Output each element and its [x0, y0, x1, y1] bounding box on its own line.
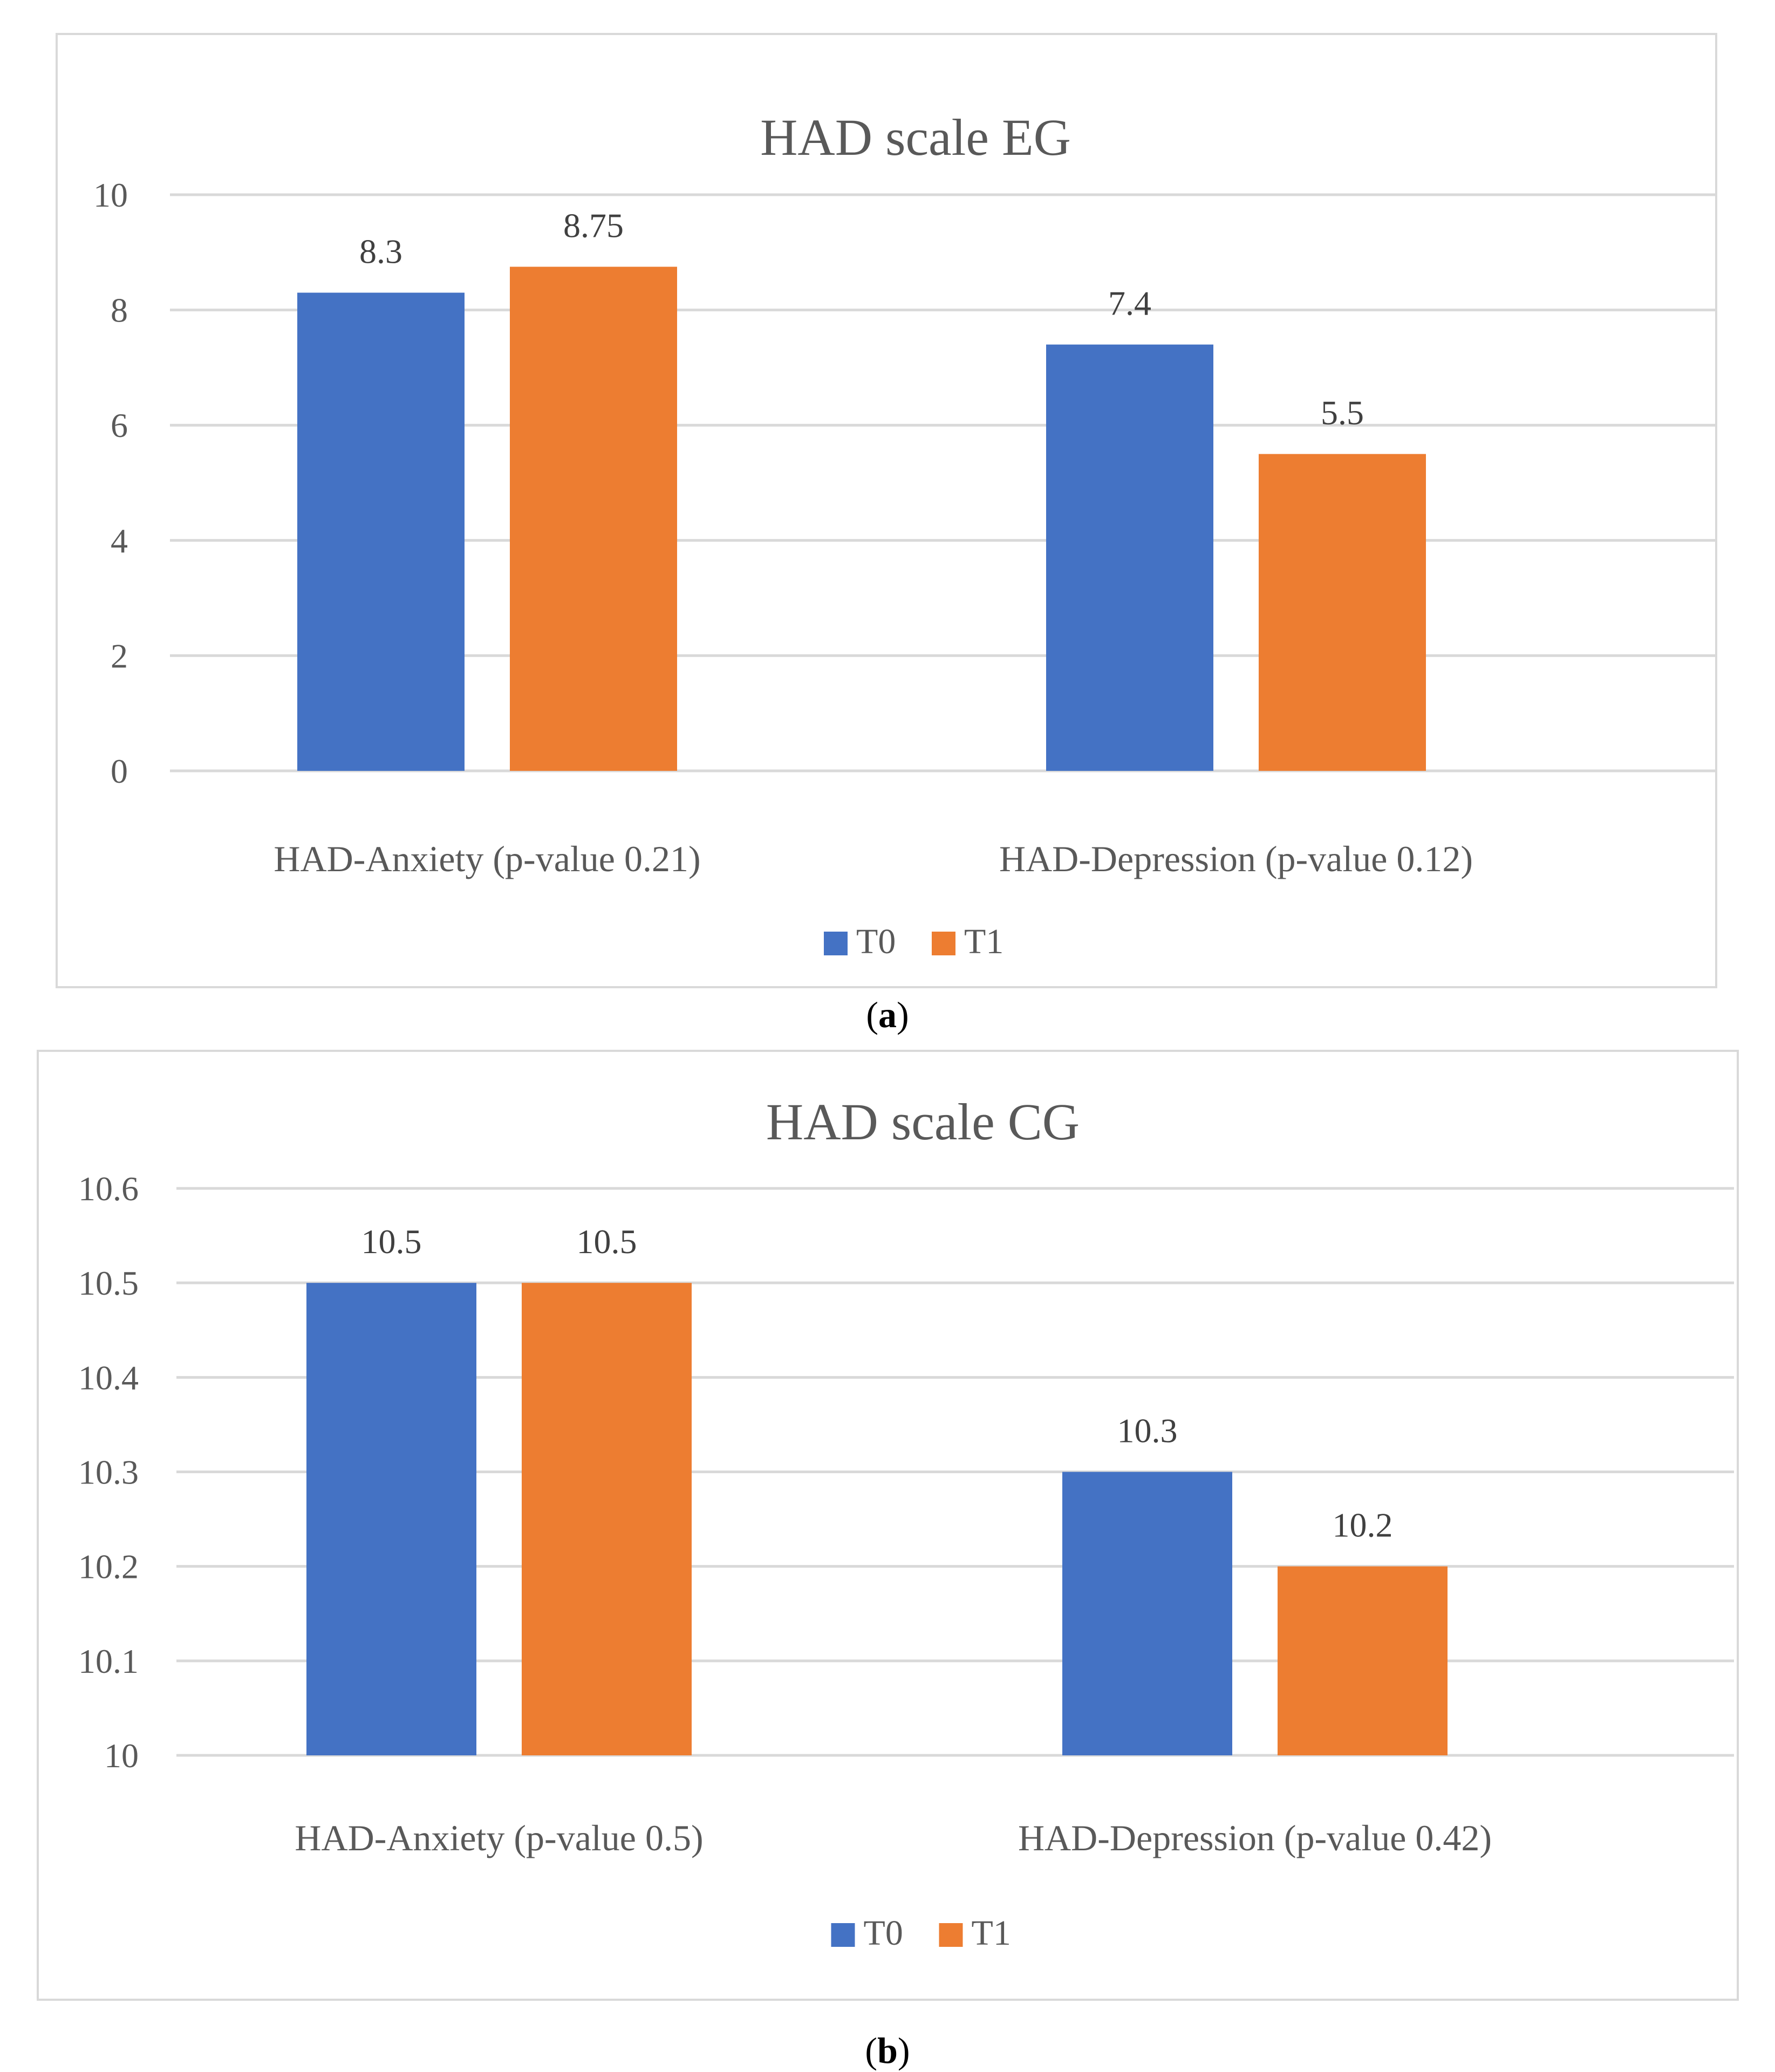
eg-y-tick-label: 8 — [111, 291, 128, 330]
cg-legend-label-t1: T1 — [972, 1913, 1011, 1953]
eg-bar-t1 — [1259, 454, 1426, 771]
cg-bar-t0 — [306, 1283, 476, 1755]
cg-data-label: 10.5 — [577, 1222, 637, 1261]
cg-legend-swatch-t0 — [831, 1923, 855, 1947]
eg-legend-label-t0: T0 — [856, 922, 896, 961]
cg-y-tick-label: 10.5 — [78, 1264, 139, 1302]
chart-cg: HAD scale CG 10 10.1 10.2 10.3 10.4 10.5 10.6 10… — [78, 1093, 1734, 1953]
eg-y-tick-label: 2 — [111, 637, 128, 675]
cg-legend-swatch-t1 — [939, 1923, 963, 1947]
eg-data-label: 5.5 — [1321, 394, 1364, 432]
eg-data-label: 8.75 — [563, 207, 624, 245]
caption-a-close: ) — [897, 994, 909, 1035]
caption-a: (a) — [0, 994, 1775, 1036]
chart-eg: HAD scale EG 0 2 4 6 8 10 8.3 8.75 HAD-Anxiety (p… — [93, 108, 1715, 961]
eg-bar-t0 — [297, 292, 465, 771]
eg-data-label: 8.3 — [359, 232, 402, 271]
eg-y-tick-label: 4 — [111, 522, 128, 560]
cg-bar-t1 — [1278, 1566, 1448, 1755]
cg-y-tick-label: 10 — [104, 1736, 139, 1775]
cg-y-tick-label: 10.2 — [78, 1548, 139, 1586]
cg-y-tick-label: 10.1 — [78, 1642, 139, 1680]
caption-b: (b) — [0, 2029, 1775, 2072]
caption-b-close: ) — [897, 2030, 910, 2071]
eg-chart-title: HAD scale EG — [760, 108, 1071, 166]
eg-bar-t0 — [1046, 344, 1213, 771]
caption-a-open: ( — [866, 994, 878, 1035]
eg-bar-t1 — [510, 266, 677, 771]
cg-y-tick-label: 10.6 — [78, 1170, 139, 1208]
eg-legend-swatch-t0 — [824, 932, 848, 955]
cg-bar-t1 — [522, 1283, 692, 1755]
cg-data-label: 10.3 — [1117, 1412, 1178, 1450]
cg-data-label: 10.5 — [361, 1222, 422, 1261]
cg-data-label: 10.2 — [1333, 1506, 1393, 1544]
chart-panel-eg: HAD scale EG 0 2 4 6 8 10 8.3 8.75 HAD-Anxiety (p… — [56, 33, 1717, 988]
cg-category-label: HAD-Anxiety (p-value 0.5) — [295, 1817, 703, 1858]
eg-category-label: HAD-Depression (p-value 0.12) — [999, 838, 1473, 879]
eg-y-tick-label: 0 — [111, 752, 128, 790]
eg-legend-label-t1: T1 — [964, 922, 1003, 961]
caption-a-letter: a — [878, 994, 897, 1035]
caption-b-letter: b — [877, 2030, 898, 2071]
eg-legend-swatch-t1 — [932, 932, 955, 955]
caption-b-open: ( — [865, 2030, 878, 2071]
eg-y-tick-label: 6 — [111, 406, 128, 445]
cg-category-label: HAD-Depression (p-value 0.42) — [1018, 1817, 1492, 1858]
eg-y-tick-label: 10 — [93, 176, 128, 214]
eg-data-label: 7.4 — [1108, 284, 1151, 323]
chart-panel-cg: HAD scale CG 10 10.1 10.2 10.3 10.4 10.5 10.6 10… — [37, 1050, 1739, 2001]
cg-bar-t0 — [1062, 1472, 1232, 1755]
cg-chart-title: HAD scale CG — [766, 1093, 1080, 1151]
cg-legend-label-t0: T0 — [864, 1913, 903, 1953]
cg-y-tick-label: 10.3 — [78, 1453, 139, 1492]
eg-category-label: HAD-Anxiety (p-value 0.21) — [274, 838, 700, 879]
cg-y-tick-label: 10.4 — [78, 1358, 139, 1397]
